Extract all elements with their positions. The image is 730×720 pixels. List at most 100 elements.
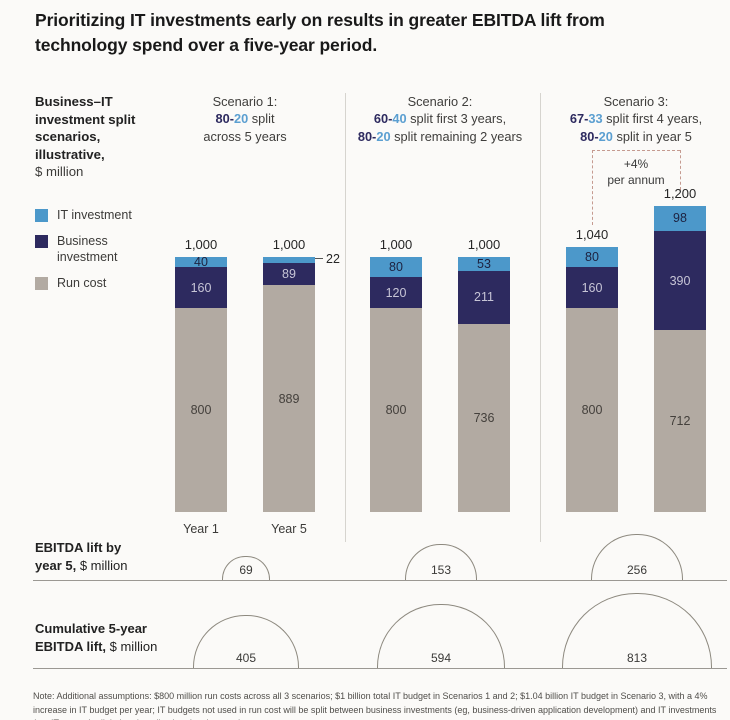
split-text: 20 bbox=[233, 111, 249, 127]
lift-value: 405 bbox=[235, 651, 257, 665]
scenario-divider-1 bbox=[345, 93, 346, 542]
split-text: split remaining 2 years bbox=[390, 128, 523, 144]
scenario-split-line: 80-20 split remaining 2 years bbox=[347, 128, 533, 145]
split-text: 60- bbox=[373, 111, 393, 127]
lift-value: 594 bbox=[430, 651, 452, 665]
business-segment: 390 bbox=[654, 230, 706, 331]
lift-semicircle: 256 bbox=[591, 534, 683, 580]
scenario-divider-2 bbox=[540, 93, 541, 542]
split-text: 80- bbox=[357, 128, 377, 144]
bar-total-label: 1,000 bbox=[184, 237, 218, 253]
split-text: split first 3 years, bbox=[406, 111, 507, 127]
lift-semicircle: 69 bbox=[222, 556, 270, 580]
it-segment bbox=[263, 257, 315, 263]
cumulative-row-label-line1: Cumulative 5-year bbox=[35, 621, 147, 636]
callout-dash bbox=[315, 258, 323, 260]
bracket-right bbox=[680, 150, 681, 190]
it-value: 98 bbox=[673, 211, 687, 226]
scenario-split-line: 80-20 split bbox=[152, 110, 338, 127]
run-swatch bbox=[35, 277, 48, 291]
scenario-split-line: 60-40 split first 3 years, bbox=[347, 110, 533, 127]
stacked-bar: 1,000 80 120 800 bbox=[370, 237, 422, 512]
lift-value: 813 bbox=[626, 651, 648, 665]
split-text: 40 bbox=[392, 111, 407, 127]
it-value: 80 bbox=[585, 249, 599, 264]
split-text: 80- bbox=[580, 128, 599, 144]
split-text: split in year 5 bbox=[612, 128, 692, 144]
run-value: 736 bbox=[473, 410, 495, 425]
bar-total-label: 1,200 bbox=[663, 185, 697, 201]
it-segment: 80 bbox=[370, 257, 422, 278]
cumulative-lift-row: Cumulative 5-year EBITDA lift, $ million… bbox=[33, 593, 727, 669]
legend-label: Business investment bbox=[57, 233, 118, 265]
business-value: 120 bbox=[385, 285, 407, 300]
split-text: across 5 years bbox=[203, 128, 287, 144]
it-segment: 40 bbox=[175, 254, 227, 269]
cumulative-row-label: Cumulative 5-year EBITDA lift, $ million bbox=[35, 620, 157, 655]
it-segment: 98 bbox=[654, 205, 706, 231]
ebitda-row-label: EBITDA lift by year 5, $ million bbox=[35, 539, 128, 574]
x-axis-label: Year 5 bbox=[271, 522, 307, 536]
stacked-bar: 1,200 98 390 712 bbox=[654, 186, 706, 512]
it-value: 80 bbox=[389, 259, 403, 274]
split-text: 20 bbox=[598, 128, 613, 144]
chart-unit: $ million bbox=[35, 164, 84, 180]
split-text: split first 4 years, bbox=[602, 111, 703, 127]
ebitda-lift-row: EBITDA lift by year 5, $ million 69 153 25… bbox=[33, 534, 727, 581]
scenario-header: Scenario 2: 60-40 split first 3 years, 80-… bbox=[347, 93, 533, 145]
it-swatch bbox=[35, 208, 48, 222]
scenario-name: Scenario 1: bbox=[212, 94, 278, 109]
scenario-name: Scenario 2: bbox=[407, 94, 473, 109]
legend-label: IT investment bbox=[57, 207, 132, 222]
run-segment: 800 bbox=[566, 308, 618, 512]
business-swatch bbox=[35, 234, 48, 248]
split-text: 80- bbox=[215, 111, 234, 127]
business-value: 160 bbox=[190, 280, 212, 295]
run-value: 800 bbox=[190, 402, 212, 417]
split-text: split bbox=[248, 111, 275, 127]
legend-label: Run cost bbox=[57, 276, 107, 291]
cumulative-row-unit: $ million bbox=[109, 638, 158, 654]
lift-semicircle: 594 bbox=[377, 604, 505, 668]
it-value-outside: 22 bbox=[315, 252, 340, 266]
legend-item-business: Business investment bbox=[35, 233, 167, 266]
it-segment: 53 bbox=[458, 257, 510, 271]
legend: IT investment Business investment Run cost bbox=[35, 207, 167, 292]
run-value: 800 bbox=[581, 402, 603, 417]
business-value: 89 bbox=[282, 266, 296, 281]
business-segment: 160 bbox=[566, 267, 618, 308]
run-segment: 736 bbox=[458, 324, 510, 512]
footnote: Note: Additional assumptions: $800 milli… bbox=[33, 691, 717, 720]
bracket-top bbox=[592, 150, 680, 151]
bar-total-label: 1,000 bbox=[272, 237, 306, 253]
scenario-name: Scenario 3: bbox=[603, 94, 669, 109]
it-value: 53 bbox=[477, 256, 491, 271]
growth-annotation: +4% per annum bbox=[591, 156, 681, 188]
lift-semicircle: 813 bbox=[562, 593, 712, 668]
lift-value: 69 bbox=[239, 563, 253, 577]
split-text: 67- bbox=[569, 111, 589, 127]
page-title: Prioritizing IT investments early on res… bbox=[35, 10, 605, 55]
stacked-bar: 1,000 89 889 22 Year 5 bbox=[263, 237, 340, 536]
business-segment: 211 bbox=[458, 270, 510, 325]
bar-total-label: 1,000 bbox=[467, 237, 501, 253]
scenario-split-line: across 5 years bbox=[152, 128, 338, 145]
bar-total-label: 1,040 bbox=[575, 226, 609, 242]
key-panel: Business–IT investment split scenarios, … bbox=[35, 93, 167, 302]
it-value: 40 bbox=[194, 254, 208, 269]
ebitda-row-label-line2: year 5, bbox=[35, 557, 77, 573]
run-segment: 800 bbox=[175, 308, 227, 512]
lift-semicircle: 405 bbox=[193, 615, 299, 668]
legend-item-it: IT investment bbox=[35, 207, 167, 223]
it-value: 22 bbox=[326, 251, 340, 266]
ebitda-row-label-line1: EBITDA lift by bbox=[35, 540, 122, 555]
ebitda-row-unit: $ million bbox=[79, 557, 128, 573]
chart-label-text: Business–IT investment split scenarios, … bbox=[35, 94, 136, 162]
scenario-header: Scenario 1: 80-20 split across 5 years bbox=[152, 93, 338, 145]
run-value: 712 bbox=[669, 413, 691, 428]
lift-semicircle: 153 bbox=[405, 544, 477, 580]
stacked-bar: 1,040 80 160 800 bbox=[566, 227, 618, 512]
bar-total-label: 1,000 bbox=[379, 237, 413, 253]
split-text: 20 bbox=[376, 128, 391, 144]
x-axis-label: Year 1 bbox=[183, 522, 219, 536]
